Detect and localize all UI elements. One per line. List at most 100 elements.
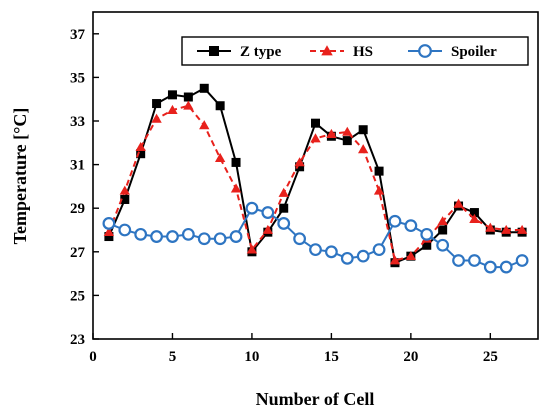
data-point-hs bbox=[310, 133, 321, 143]
data-point-spoiler bbox=[166, 230, 179, 243]
data-point-spoiler bbox=[483, 260, 497, 274]
legend-label-spoiler: Spoiler bbox=[451, 44, 497, 60]
legend-marker-spoiler bbox=[418, 44, 432, 58]
data-point-z-type bbox=[311, 118, 320, 128]
legend-entry-spoiler: Spoiler bbox=[408, 44, 497, 60]
series-spoiler bbox=[102, 201, 529, 274]
series-layer bbox=[102, 83, 529, 274]
data-point-spoiler bbox=[356, 249, 370, 263]
legend: Z type HS Spoiler bbox=[181, 36, 529, 66]
data-point-z-type bbox=[215, 101, 225, 111]
data-point-spoiler bbox=[197, 232, 211, 246]
data-point-hs bbox=[294, 157, 305, 167]
data-point-spoiler bbox=[229, 230, 243, 243]
data-point-spoiler bbox=[404, 219, 418, 233]
x-tick-label: 20 bbox=[403, 349, 418, 365]
data-point-hs bbox=[373, 185, 385, 195]
data-point-z-type bbox=[438, 225, 448, 235]
data-point-z-type bbox=[422, 240, 432, 250]
data-point-hs bbox=[485, 222, 496, 232]
x-tick-label: 10 bbox=[244, 349, 259, 365]
data-point-z-type bbox=[231, 157, 241, 167]
data-point-z-type bbox=[279, 203, 289, 213]
data-point-spoiler bbox=[277, 217, 291, 230]
data-point-hs bbox=[246, 244, 258, 254]
data-point-hs bbox=[516, 224, 528, 234]
data-point-hs bbox=[501, 224, 512, 234]
legend-entry-hs: HS bbox=[310, 44, 373, 60]
y-tick-label: 25 bbox=[70, 288, 85, 304]
data-point-hs bbox=[167, 104, 178, 114]
data-point-hs bbox=[214, 152, 226, 162]
x-tick-label: 25 bbox=[483, 349, 498, 365]
data-point-hs bbox=[389, 255, 401, 265]
x-tick-label: 0 bbox=[89, 349, 97, 365]
y-tick-label: 27 bbox=[70, 245, 86, 261]
data-point-spoiler bbox=[261, 206, 275, 219]
data-point-hs bbox=[405, 250, 417, 261]
data-point-z-type bbox=[167, 90, 177, 100]
data-point-z-type bbox=[104, 232, 114, 242]
data-point-spoiler bbox=[436, 238, 450, 252]
data-point-z-type bbox=[469, 208, 479, 218]
data-point-spoiler bbox=[102, 217, 116, 230]
plot-area-frame bbox=[92, 11, 539, 340]
legend-label-z-type: Z type bbox=[240, 44, 282, 60]
data-point-hs bbox=[135, 141, 146, 152]
data-point-spoiler bbox=[150, 230, 163, 243]
data-point-spoiler bbox=[515, 254, 529, 267]
data-point-hs bbox=[278, 187, 289, 197]
legend-marker-hs bbox=[321, 45, 333, 56]
data-point-spoiler bbox=[293, 232, 307, 246]
data-point-hs bbox=[437, 216, 448, 226]
data-point-hs bbox=[199, 120, 210, 130]
data-point-spoiler bbox=[499, 260, 513, 274]
data-point-hs bbox=[103, 227, 115, 237]
data-point-spoiler bbox=[181, 227, 195, 241]
x-tick-label: 15 bbox=[324, 349, 339, 365]
x-axis-title: Number of Cell bbox=[256, 389, 375, 409]
data-point-spoiler bbox=[309, 243, 322, 257]
data-point-spoiler bbox=[452, 254, 465, 267]
y-tick-label: 35 bbox=[70, 70, 85, 86]
data-point-spoiler bbox=[420, 227, 434, 241]
data-point-hs bbox=[453, 198, 464, 208]
y-tick-label: 31 bbox=[70, 158, 85, 174]
data-point-z-type bbox=[152, 99, 162, 109]
data-point-spoiler bbox=[340, 251, 354, 265]
legend-label-hs: HS bbox=[353, 44, 373, 60]
data-point-hs bbox=[230, 183, 242, 193]
data-point-z-type bbox=[358, 125, 368, 135]
data-point-spoiler bbox=[118, 223, 132, 237]
data-point-spoiler bbox=[372, 243, 386, 257]
data-point-hs bbox=[183, 100, 194, 110]
data-point-hs bbox=[326, 128, 337, 138]
series-hs bbox=[103, 100, 528, 265]
data-point-spoiler bbox=[388, 214, 402, 228]
data-point-hs bbox=[342, 126, 353, 136]
data-point-hs bbox=[262, 224, 273, 234]
axis-ticks: 23 25 27 29 31 33 35 37 0 5 10 15 20 25 bbox=[70, 27, 498, 365]
data-point-z-type bbox=[120, 194, 130, 204]
data-point-hs bbox=[119, 185, 130, 195]
data-point-z-type bbox=[374, 166, 384, 176]
data-point-hs bbox=[151, 113, 162, 123]
data-point-z-type bbox=[199, 83, 209, 93]
y-tick-label: 23 bbox=[70, 332, 85, 348]
data-point-spoiler bbox=[468, 254, 481, 267]
y-axis-title: Temperature [°C] bbox=[10, 108, 30, 245]
legend-marker-z-type bbox=[209, 46, 219, 56]
x-tick-label: 5 bbox=[169, 349, 177, 365]
data-point-spoiler bbox=[324, 245, 338, 259]
data-point-hs bbox=[469, 213, 480, 223]
data-point-z-type bbox=[136, 149, 146, 159]
data-point-z-type bbox=[342, 136, 352, 146]
y-tick-label: 29 bbox=[70, 201, 85, 217]
legend-entry-z-type: Z type bbox=[197, 44, 282, 60]
data-point-spoiler bbox=[213, 232, 227, 246]
data-point-z-type bbox=[183, 92, 193, 102]
y-tick-label: 37 bbox=[70, 27, 86, 43]
data-point-spoiler bbox=[134, 227, 148, 241]
y-tick-label: 33 bbox=[70, 114, 85, 130]
